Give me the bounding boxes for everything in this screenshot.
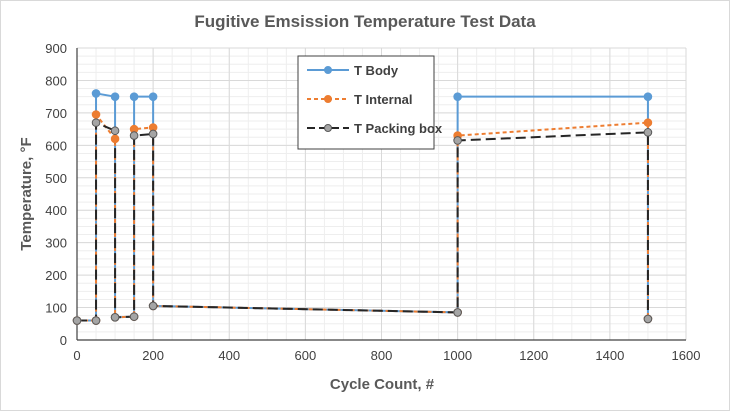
legend-label: T Body	[354, 63, 399, 78]
legend-swatch-marker	[324, 66, 332, 74]
data-point	[110, 312, 120, 322]
x-tick-label: 0	[73, 348, 80, 363]
y-tick-label: 100	[45, 301, 67, 316]
x-tick-label: 400	[218, 348, 240, 363]
y-tick-label: 600	[45, 138, 67, 153]
legend-box	[297, 55, 435, 150]
chart-title: Fugitive Emsission Temperature Test Data	[194, 12, 536, 31]
y-tick-label: 800	[45, 73, 67, 88]
legend-swatch-marker	[324, 95, 332, 103]
legend-label: T Packing box	[354, 121, 443, 136]
data-point	[91, 110, 101, 119]
data-point	[643, 118, 653, 127]
y-tick-label: 0	[60, 333, 67, 348]
data-point	[72, 316, 82, 325]
y-tick-label: 900	[45, 41, 67, 56]
data-point	[110, 134, 120, 144]
data-point	[91, 316, 101, 325]
data-point	[643, 314, 653, 324]
data-point	[110, 126, 120, 136]
legend-label: T Internal	[354, 92, 413, 107]
data-point	[453, 308, 462, 317]
data-point	[91, 89, 101, 98]
x-tick-label: 1000	[443, 348, 472, 363]
data-point	[453, 136, 462, 145]
x-tick-label: 1200	[519, 348, 548, 363]
x-axis-label: Cycle Count, #	[330, 376, 435, 393]
y-tick-label: 500	[45, 171, 67, 186]
data-point	[453, 92, 462, 101]
ticks: 0 200 400 600 800 1000 1200 1400 1600 0 100 200 300 4…	[45, 41, 700, 363]
data-point	[643, 92, 653, 101]
data-point	[643, 128, 653, 137]
data-point	[148, 92, 158, 101]
data-point	[129, 92, 139, 101]
x-tick-label: 600	[295, 348, 317, 363]
legend-swatch-marker	[324, 124, 332, 132]
y-tick-label: 300	[45, 236, 67, 251]
x-tick-label: 800	[371, 348, 393, 363]
x-tick-label: 1400	[595, 348, 624, 363]
x-tick-label: 200	[142, 348, 164, 363]
legend: T Body T Internal T Packing box	[297, 55, 443, 150]
data-point	[129, 312, 139, 321]
data-point	[148, 129, 158, 139]
data-point	[110, 92, 120, 101]
data-point	[91, 118, 101, 127]
y-tick-label: 200	[45, 268, 67, 283]
data-point	[148, 301, 158, 311]
y-tick-label: 400	[45, 203, 67, 218]
y-tick-label: 700	[45, 106, 67, 121]
series-group	[72, 89, 653, 325]
data-point	[129, 131, 139, 140]
x-tick-label: 1600	[672, 348, 701, 363]
grid	[76, 47, 687, 341]
y-axis-label: Temperature, °F	[18, 137, 35, 250]
